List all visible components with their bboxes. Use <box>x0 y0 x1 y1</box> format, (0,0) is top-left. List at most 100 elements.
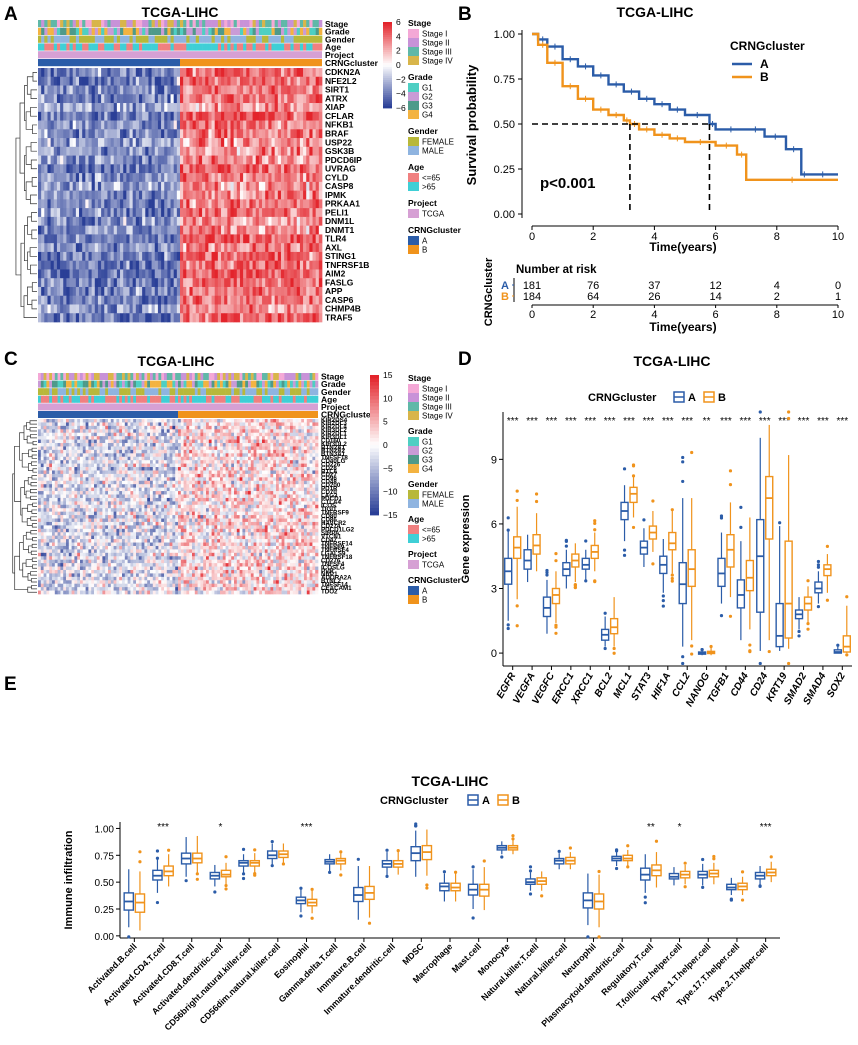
heatmap-cell <box>116 129 121 139</box>
heatmap-cell <box>197 425 201 430</box>
heatmap-cell <box>258 138 263 148</box>
heatmap-cell <box>318 216 323 227</box>
heatmap-cell <box>268 103 272 113</box>
heatmap-cell <box>195 199 200 209</box>
heatmap-cell <box>142 251 146 262</box>
heatmap-cell <box>253 432 257 437</box>
heatmap-cell <box>303 216 307 227</box>
heatmap-cell <box>180 76 184 86</box>
heatmap-cell <box>290 155 294 165</box>
heatmap-cell <box>243 103 247 113</box>
annotation-cell <box>138 20 143 28</box>
heatmap-cell <box>63 446 67 451</box>
heatmap-cell <box>82 422 86 427</box>
heatmap-cell <box>274 68 279 78</box>
heatmap-cell <box>192 443 196 447</box>
heatmap-cell <box>306 216 310 227</box>
heatmap-cell <box>176 164 181 174</box>
heatmap-cell <box>44 295 48 305</box>
heatmap-cell <box>60 155 64 165</box>
heatmap-cell <box>47 208 51 218</box>
heatmap-cell <box>274 190 279 200</box>
heatmap-cell <box>227 181 231 191</box>
heatmap-cell <box>101 129 105 139</box>
heatmap-cell <box>278 436 282 440</box>
heatmap-cell <box>145 173 149 183</box>
annotation-cell <box>225 373 229 380</box>
annotation-cell <box>154 43 159 51</box>
heatmap-cell <box>63 164 67 174</box>
heatmap-cell <box>66 432 70 437</box>
annotation-cell <box>167 27 171 35</box>
heatmap-cell <box>94 243 99 253</box>
annotation-cell <box>194 388 198 396</box>
heatmap-cell <box>265 173 269 183</box>
heatmap-cell <box>123 94 127 104</box>
heatmap-cell <box>225 436 229 440</box>
heatmap-cell <box>246 146 250 156</box>
annotation-cell <box>214 27 219 35</box>
annotation-cell <box>270 373 274 380</box>
heatmap-cell <box>293 129 298 139</box>
heatmap-cell <box>205 304 209 314</box>
heatmap-cell <box>96 449 100 454</box>
heatmap-cell <box>80 449 84 454</box>
heatmap-cell <box>94 443 98 447</box>
heatmap-cell <box>47 269 51 279</box>
heatmap-cell <box>227 68 231 78</box>
annotation-cell <box>233 43 238 51</box>
annotation-cell <box>245 380 249 388</box>
heatmap-cell <box>236 138 241 148</box>
heatmap-cell <box>217 439 221 444</box>
heatmap-cell <box>293 260 298 270</box>
heatmap-cell <box>116 155 121 165</box>
heatmap-cell <box>85 432 89 437</box>
annotation-cell <box>233 20 238 28</box>
annotation-cell <box>273 373 277 380</box>
heatmap-cell <box>124 456 128 461</box>
heatmap-cell <box>315 120 320 130</box>
heatmap-cell <box>246 260 250 270</box>
panel-a-heatmap-cells <box>38 68 323 323</box>
heatmap-cell <box>142 129 146 139</box>
heatmap-cell <box>258 234 263 244</box>
heatmap-cell <box>227 155 231 165</box>
heatmap-cell <box>189 190 193 200</box>
heatmap-cell <box>255 295 260 305</box>
heatmap-cell <box>243 164 247 174</box>
heatmap-cell <box>38 199 42 209</box>
heatmap-cell <box>116 453 120 458</box>
risk-count: 14 <box>709 291 721 303</box>
annotation-cell <box>144 388 148 396</box>
heatmap-cell <box>40 453 44 458</box>
heatmap-cell <box>77 436 81 440</box>
heatmap-cell <box>154 120 159 130</box>
annotation-cell <box>224 20 228 28</box>
heatmap-cell <box>82 432 86 437</box>
heatmap-cell <box>315 234 320 244</box>
heatmap-cell <box>186 422 190 427</box>
heatmap-cell <box>97 68 102 78</box>
annotation-cell <box>85 35 89 43</box>
annotation-cell <box>151 43 156 51</box>
risk-count: 64 <box>587 291 599 303</box>
heatmap-cell <box>38 111 42 121</box>
annotation-cell <box>53 35 58 43</box>
heatmap-cell <box>262 425 266 430</box>
heatmap-cell <box>101 295 105 305</box>
annotation-cell <box>192 43 197 51</box>
heatmap-cell <box>312 103 317 113</box>
heatmap-cell <box>265 181 269 191</box>
heatmap-cell <box>189 432 193 437</box>
risk-x-tick-label: 2 <box>590 309 596 321</box>
heatmap-cell <box>233 251 238 262</box>
heatmap-cell <box>56 76 61 86</box>
heatmap-cell <box>208 181 212 191</box>
annotation-cell <box>144 373 148 380</box>
heatmap-cell <box>249 208 253 218</box>
heatmap-cell <box>206 419 210 423</box>
heatmap-cell <box>298 456 302 461</box>
heatmap-cell <box>161 278 165 288</box>
heatmap-cell <box>138 432 142 437</box>
